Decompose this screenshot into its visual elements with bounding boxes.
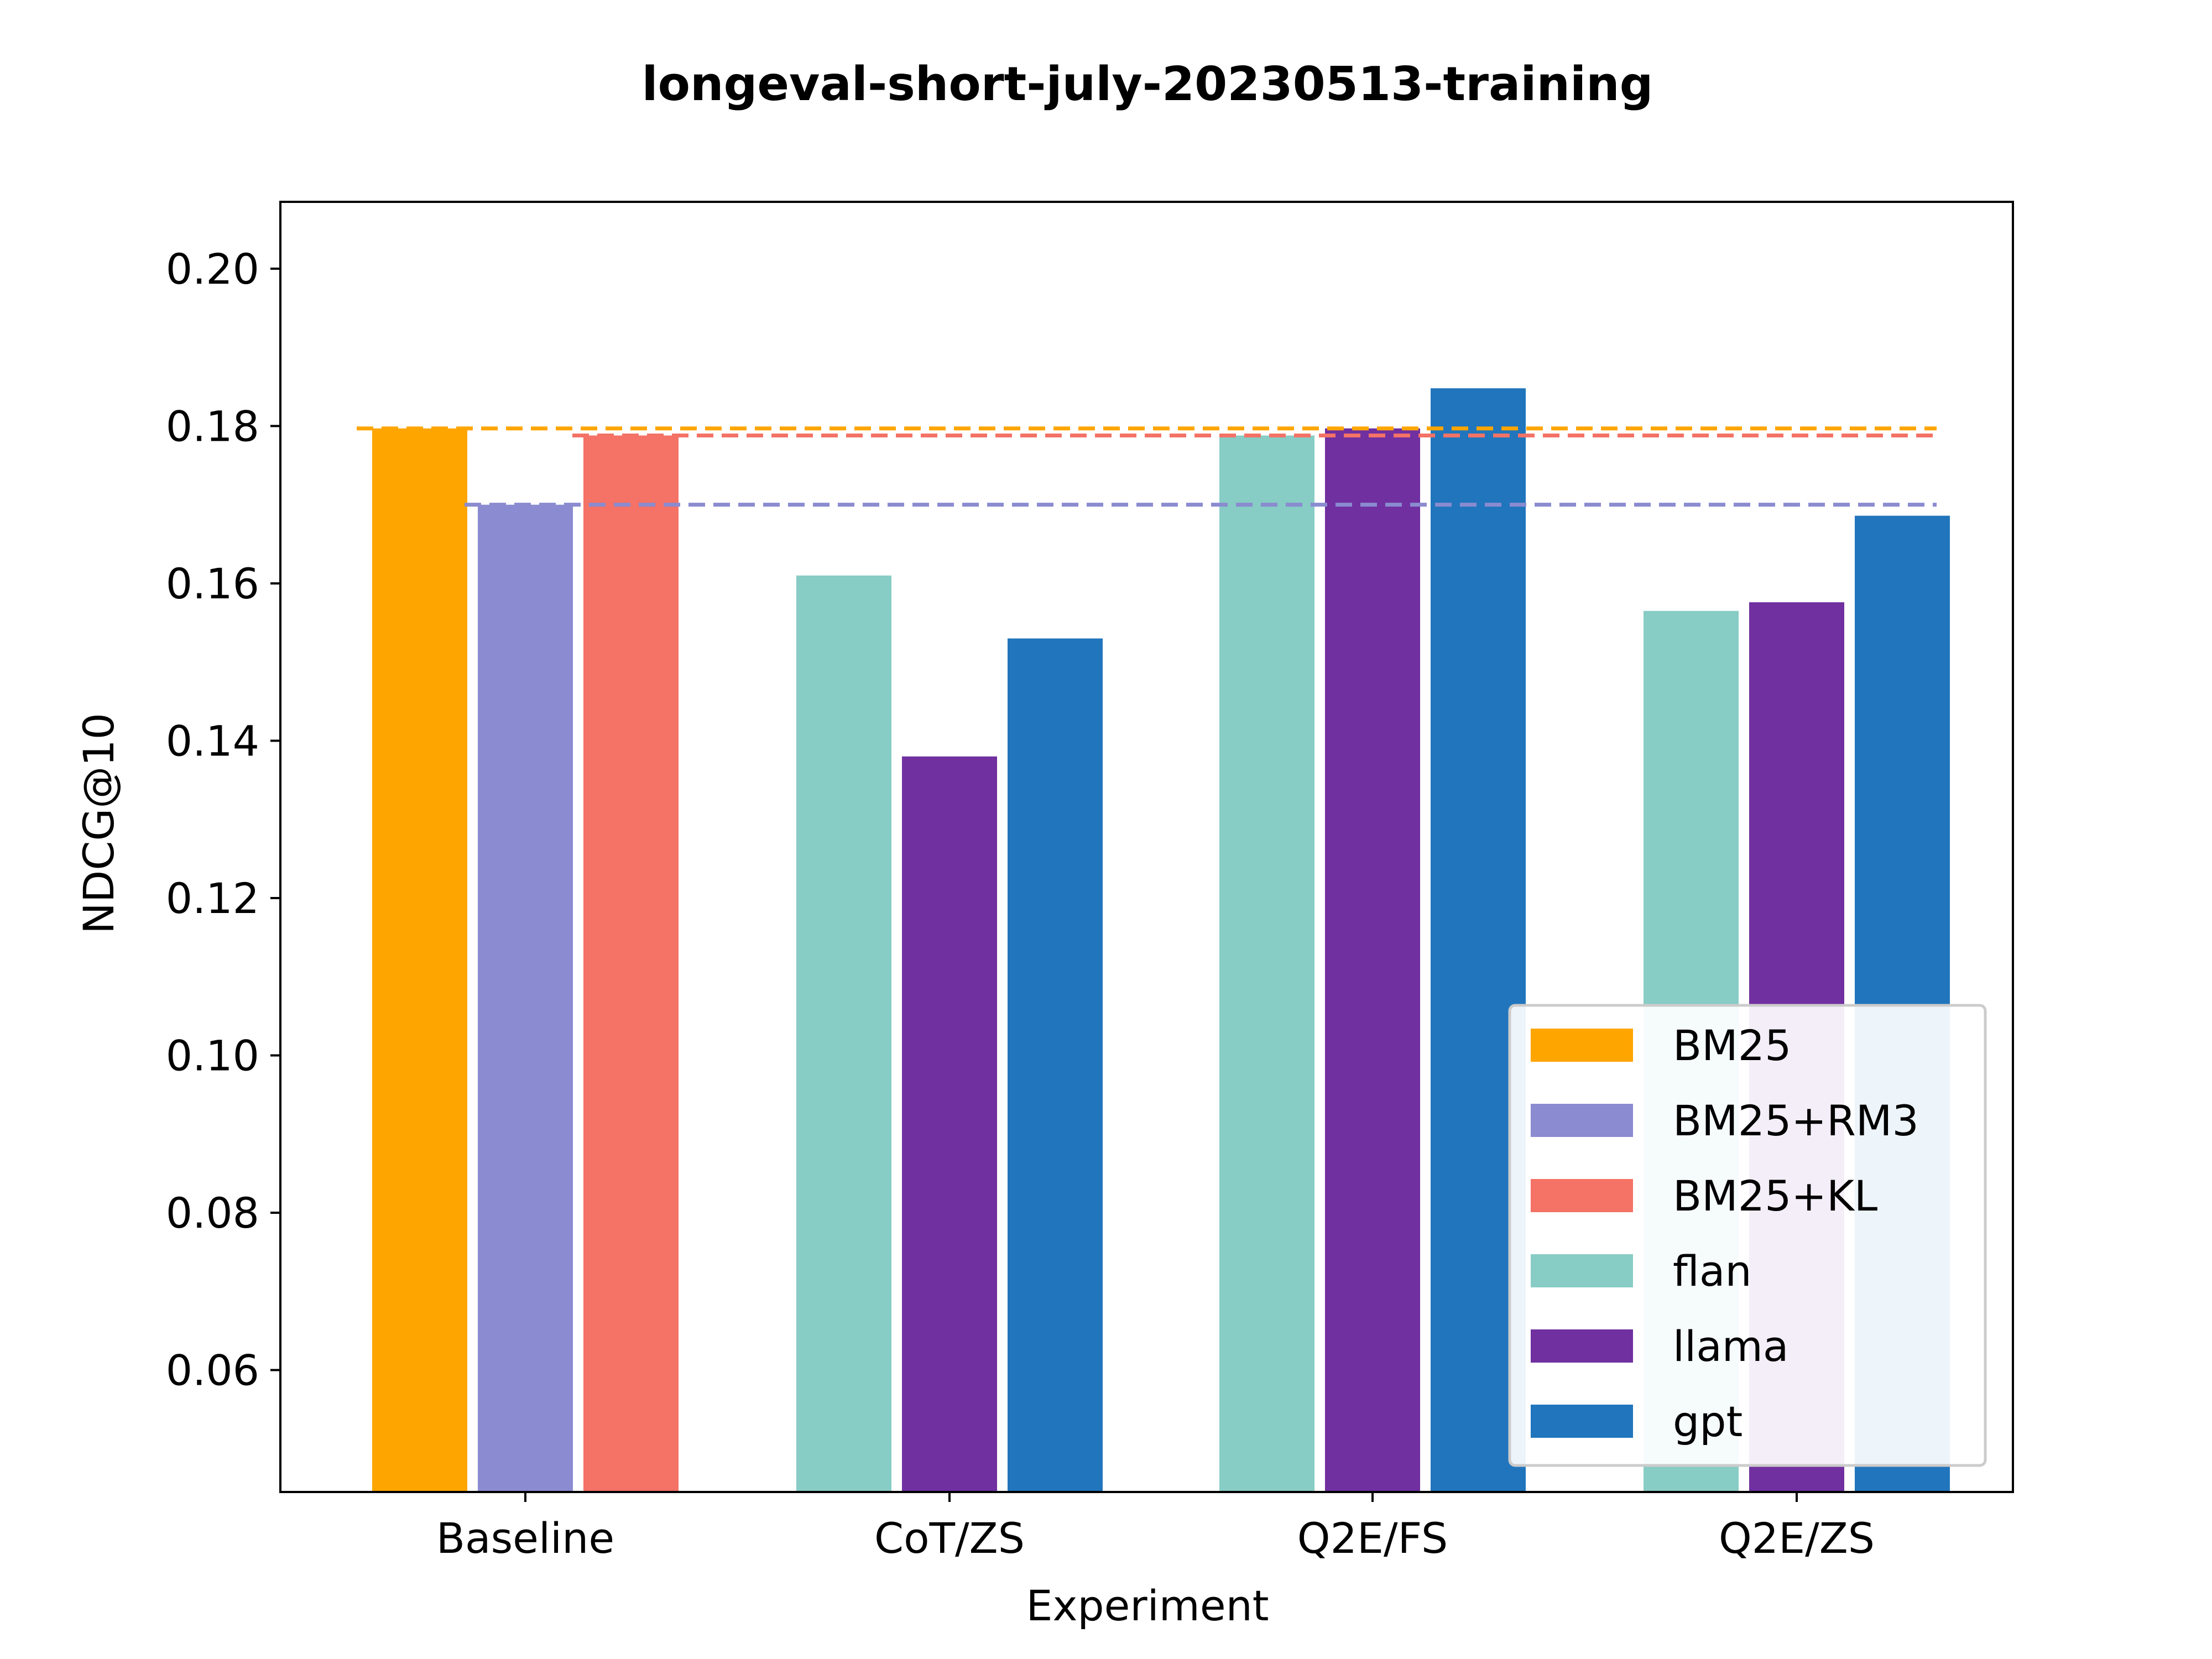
bar-baseline-bm25 (372, 428, 467, 1493)
legend-label-bm25: BM25 (1673, 1021, 1791, 1070)
bar-baseline-bm25-kl (583, 435, 679, 1492)
y-tick-label: 0.12 (166, 874, 259, 923)
legend-label-flan: flan (1673, 1246, 1752, 1296)
legend-swatch-bm25-kl (1531, 1179, 1633, 1212)
axes-layer: 0.06 0.08 0.10 0.12 0.14 0.16 0.18 0.20 Baseline… (166, 201, 2014, 1563)
legend-box (1508, 1004, 1987, 1467)
legend-swatch-gpt (1531, 1405, 1633, 1438)
legend-swatch-flan (1531, 1254, 1633, 1287)
bar-cot-zs-llama (902, 756, 997, 1492)
y-axis-label: NDCG@10 (74, 713, 123, 934)
legend: BM25 BM25+RM3 BM25+KL flan llama gpt (1508, 1004, 1987, 1467)
legend-swatch-llama (1531, 1329, 1633, 1363)
legend-label-gpt: gpt (1673, 1397, 1743, 1446)
x-tick-label-q2e-zs: Q2E/ZS (1719, 1514, 1875, 1563)
legend-swatch-bm25 (1531, 1029, 1633, 1062)
chart-title: longeval-short-july-20230513-training (642, 57, 1653, 112)
x-tick-label-baseline: Baseline (436, 1514, 614, 1563)
y-tick-label: 0.10 (166, 1031, 259, 1080)
legend-label-bm25-kl: BM25+KL (1673, 1171, 1877, 1220)
x-tick-label-q2e-fs: Q2E/FS (1297, 1514, 1448, 1563)
y-tick-label: 0.08 (166, 1188, 259, 1238)
bar-q2e-fs-llama (1325, 428, 1420, 1493)
x-axis-label: Experiment (1026, 1581, 1269, 1630)
bar-cot-zs-flan (796, 575, 891, 1492)
legend-label-bm25-rm3: BM25+RM3 (1673, 1096, 1919, 1145)
y-tick-label: 0.06 (166, 1346, 259, 1395)
legend-label-llama: llama (1673, 1322, 1788, 1371)
bar-q2e-fs-flan (1219, 435, 1314, 1492)
y-tick-label: 0.20 (166, 244, 259, 294)
plot-frame (279, 201, 2014, 1493)
y-tick-label: 0.16 (166, 559, 259, 608)
reference-lines-layer (357, 426, 1937, 507)
legend-swatch-bm25-rm3 (1531, 1104, 1633, 1137)
bar-baseline-bm25-rm3 (478, 504, 573, 1492)
y-tick-label: 0.14 (166, 716, 259, 765)
bar-cot-zs-gpt (1008, 638, 1103, 1492)
x-tick-label-cot-zs: CoT/ZS (874, 1514, 1025, 1563)
y-tick-label: 0.18 (166, 401, 259, 451)
